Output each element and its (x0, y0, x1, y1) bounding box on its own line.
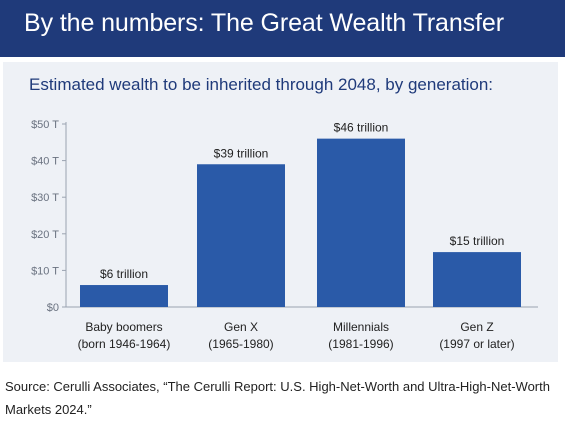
y-tick-label: $40 T (31, 156, 59, 168)
x-category-label: Baby boomers (85, 320, 162, 334)
x-category-label: Millennials (333, 320, 389, 334)
title-banner: By the numbers: The Great Wealth Transfe… (0, 0, 565, 57)
x-category-label: (1997 or later) (439, 337, 514, 351)
bar-data-label: $39 trillion (214, 146, 269, 160)
x-category-label: (1965-1980) (208, 337, 273, 351)
page-title: By the numbers: The Great Wealth Transfe… (24, 9, 504, 37)
bar (197, 164, 285, 307)
x-category-label: Gen X (224, 320, 258, 334)
y-tick-label: $50 T (31, 119, 59, 131)
y-tick-label: $20 T (31, 229, 59, 241)
x-category-label: (1981-1996) (328, 337, 393, 351)
y-tick-label: $30 T (31, 192, 59, 204)
bar-data-label: $6 trillion (100, 267, 148, 281)
chart-title: Estimated wealth to be inherited through… (29, 75, 494, 94)
bar (433, 252, 521, 307)
y-tick-label: $0 (47, 302, 59, 314)
bar (80, 285, 168, 307)
source-note: Source: Cerulli Associates, “The Cerulli… (5, 379, 550, 417)
bar-data-label: $46 trillion (334, 121, 389, 135)
bar-data-label: $15 trillion (450, 234, 505, 248)
x-category-label: (born 1946-1964) (78, 337, 171, 351)
bar (317, 138, 405, 307)
x-category-label: Gen Z (460, 320, 493, 334)
y-tick-label: $10 T (31, 265, 59, 277)
